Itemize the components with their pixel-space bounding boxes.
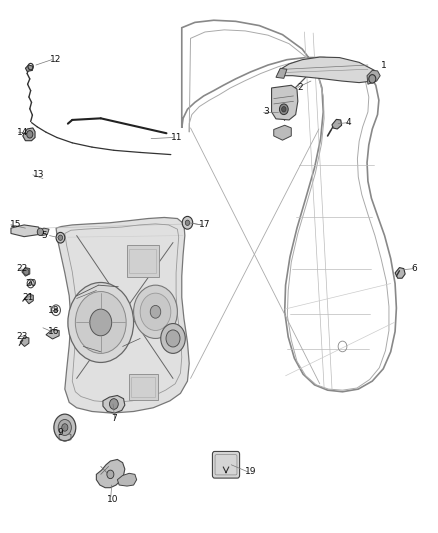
Text: 15: 15: [10, 221, 21, 229]
Text: 13: 13: [33, 171, 44, 179]
Text: 21: 21: [22, 293, 33, 302]
Circle shape: [110, 399, 118, 409]
Circle shape: [161, 324, 185, 353]
Circle shape: [107, 470, 114, 479]
Text: 18: 18: [48, 306, 60, 314]
Text: 10: 10: [107, 496, 119, 504]
Text: 3: 3: [263, 108, 268, 116]
Text: 16: 16: [48, 327, 60, 336]
Polygon shape: [22, 268, 30, 276]
Text: 14: 14: [17, 128, 28, 136]
Circle shape: [37, 228, 43, 236]
Circle shape: [58, 235, 63, 240]
Text: 17: 17: [199, 221, 211, 229]
Circle shape: [56, 232, 65, 243]
Text: 5: 5: [42, 231, 47, 240]
Polygon shape: [46, 329, 59, 339]
Circle shape: [75, 292, 126, 353]
Text: 9: 9: [57, 429, 63, 437]
Text: 23: 23: [17, 333, 28, 341]
Circle shape: [68, 282, 134, 362]
Bar: [131, 377, 155, 397]
Text: 4: 4: [346, 118, 352, 127]
Circle shape: [54, 308, 58, 312]
Text: 6: 6: [412, 264, 417, 273]
Polygon shape: [395, 268, 405, 278]
Polygon shape: [103, 395, 125, 413]
Polygon shape: [37, 228, 49, 236]
Polygon shape: [117, 473, 137, 486]
Text: 11: 11: [171, 133, 182, 142]
Text: 20: 20: [25, 279, 37, 288]
Polygon shape: [20, 337, 29, 346]
Text: 19: 19: [245, 467, 257, 476]
Circle shape: [58, 419, 71, 435]
Polygon shape: [25, 294, 33, 304]
Text: 2: 2: [298, 83, 304, 92]
Polygon shape: [25, 65, 33, 71]
Bar: [129, 374, 158, 400]
Circle shape: [185, 220, 190, 225]
Polygon shape: [23, 128, 35, 141]
Circle shape: [27, 131, 33, 138]
Circle shape: [90, 309, 112, 336]
Polygon shape: [274, 125, 291, 140]
Bar: [127, 245, 159, 277]
Text: 12: 12: [50, 55, 62, 64]
Text: 7: 7: [112, 414, 117, 423]
Circle shape: [134, 285, 177, 338]
Circle shape: [150, 305, 161, 318]
Circle shape: [24, 269, 29, 275]
Text: 1: 1: [381, 61, 387, 69]
Polygon shape: [272, 85, 298, 120]
Circle shape: [279, 104, 288, 115]
Polygon shape: [96, 459, 125, 488]
Polygon shape: [332, 119, 342, 129]
Polygon shape: [278, 57, 378, 83]
Circle shape: [54, 414, 76, 441]
Circle shape: [140, 293, 171, 330]
Polygon shape: [276, 68, 287, 78]
Circle shape: [182, 216, 193, 229]
Circle shape: [369, 75, 376, 83]
Polygon shape: [11, 225, 40, 237]
Bar: [129, 249, 156, 273]
Polygon shape: [367, 70, 380, 84]
Circle shape: [62, 424, 68, 431]
Circle shape: [29, 282, 32, 285]
Polygon shape: [56, 217, 189, 413]
Circle shape: [166, 330, 180, 347]
FancyBboxPatch shape: [212, 451, 240, 478]
Circle shape: [282, 107, 286, 112]
Text: 22: 22: [17, 264, 28, 273]
